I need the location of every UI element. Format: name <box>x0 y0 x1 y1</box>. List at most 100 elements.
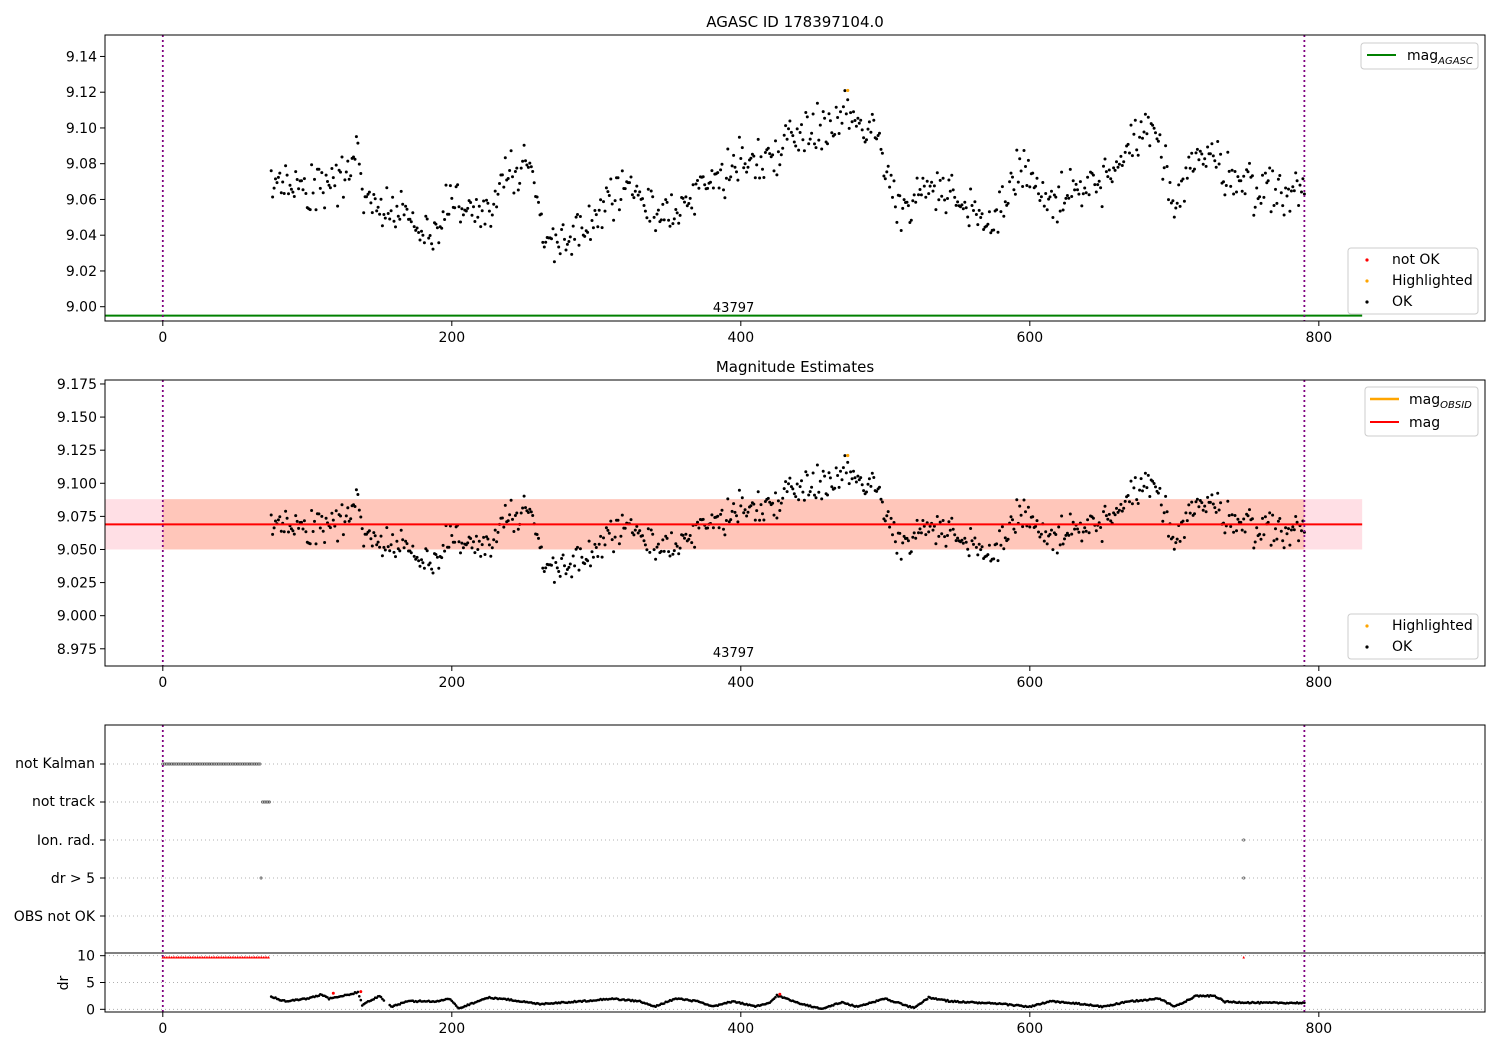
ok-point <box>1139 120 1143 124</box>
ok-point <box>440 556 444 560</box>
dr-saturated-marker <box>206 955 210 959</box>
ok-point <box>722 527 725 531</box>
ok-point <box>276 518 280 522</box>
ok-point <box>383 548 387 552</box>
ok-point <box>1135 498 1139 502</box>
dr-saturated-marker <box>168 955 171 959</box>
ok-point <box>774 491 777 495</box>
ok-point <box>313 519 316 523</box>
ok-point <box>409 551 413 555</box>
ok-point <box>856 116 860 120</box>
ok-point <box>1024 510 1027 514</box>
ok-point <box>736 520 740 524</box>
ok-point <box>1142 484 1146 488</box>
ok-point <box>1162 166 1166 170</box>
ok-point <box>464 209 468 213</box>
ok-point <box>555 240 559 244</box>
ok-point <box>889 516 893 520</box>
ok-point <box>844 112 848 116</box>
ok-point <box>919 193 923 197</box>
ok-point <box>756 137 760 141</box>
ok-point <box>722 188 725 192</box>
ok-point <box>633 528 637 532</box>
ok-point <box>814 146 818 150</box>
ok-point <box>563 237 566 241</box>
ok-point <box>1229 184 1233 188</box>
ok-point <box>388 549 392 553</box>
ok-point <box>1297 204 1301 207</box>
ok-point <box>879 147 883 151</box>
ok-point <box>599 198 603 202</box>
ok-point <box>758 176 762 180</box>
ok-point <box>1026 158 1030 162</box>
ok-point <box>886 510 890 514</box>
ok-point <box>1044 192 1048 195</box>
ok-point <box>818 123 822 127</box>
ok-point <box>1185 176 1189 180</box>
ok-point <box>1161 519 1165 523</box>
dr-saturated-marker <box>258 955 262 959</box>
ok-point <box>1110 180 1114 184</box>
dr-point <box>774 995 777 999</box>
ok-point <box>924 195 928 199</box>
ok-point <box>960 538 964 542</box>
ok-point <box>1064 533 1068 537</box>
ok-point <box>740 146 744 150</box>
ok-point <box>909 550 913 554</box>
ok-point <box>437 241 441 245</box>
ok-point <box>972 209 975 212</box>
ok-point <box>1100 540 1104 543</box>
ok-point <box>888 185 892 189</box>
panel-agasc-y-axis: 9.00 9.02 9.04 9.06 9.08 9.10 9.12 9.14 <box>66 49 105 316</box>
ok-point <box>573 237 577 241</box>
ok-point <box>1233 514 1237 517</box>
panel-magnitude-x-axis: 0 200 400 600 800 <box>158 666 1332 691</box>
ok-point <box>1132 132 1136 136</box>
ok-point <box>427 236 431 240</box>
ok-point <box>1297 539 1301 543</box>
ok-point <box>1152 126 1156 130</box>
ok-point <box>578 547 582 551</box>
ok-point <box>1282 546 1286 550</box>
ok-point <box>846 98 850 102</box>
legend-mag-lines: magOBSID mag <box>1364 386 1479 437</box>
ok-point <box>554 233 558 237</box>
ok-point <box>775 516 779 520</box>
ok-point <box>1294 515 1298 518</box>
ok-point <box>674 542 678 546</box>
ok-point <box>1097 179 1101 183</box>
ok-point <box>1159 503 1163 507</box>
ok-point <box>1065 194 1069 197</box>
ok-point <box>1146 473 1150 477</box>
ok-point <box>749 504 753 508</box>
flag-point <box>220 762 224 766</box>
ok-point <box>1148 144 1152 148</box>
dr-saturated-marker <box>260 955 263 959</box>
ok-point <box>492 202 496 206</box>
ok-point <box>1019 169 1023 173</box>
ok-point <box>867 477 871 481</box>
ok-point <box>1155 137 1159 141</box>
ok-point <box>651 195 655 199</box>
ok-point <box>944 211 948 215</box>
ok-point <box>1210 142 1214 146</box>
highlighted-point <box>846 453 850 458</box>
ok-point <box>925 179 929 183</box>
ok-point <box>480 543 484 547</box>
dr-saturated-marker <box>197 955 201 959</box>
ok-point <box>341 533 345 537</box>
ok-point <box>568 235 572 239</box>
ok-point <box>914 200 918 204</box>
ok-point <box>435 555 439 559</box>
ok-point <box>349 174 353 178</box>
ok-point <box>752 502 756 506</box>
ok-point <box>279 191 283 195</box>
x-tick-label: 800 <box>1305 330 1332 346</box>
ok-point <box>480 209 484 213</box>
y-tick-label: 9.000 <box>57 609 97 625</box>
ok-point <box>343 520 347 524</box>
ok-point <box>1190 500 1194 504</box>
ok-point <box>801 490 805 494</box>
ok-point <box>450 534 454 537</box>
ok-point <box>333 184 337 188</box>
